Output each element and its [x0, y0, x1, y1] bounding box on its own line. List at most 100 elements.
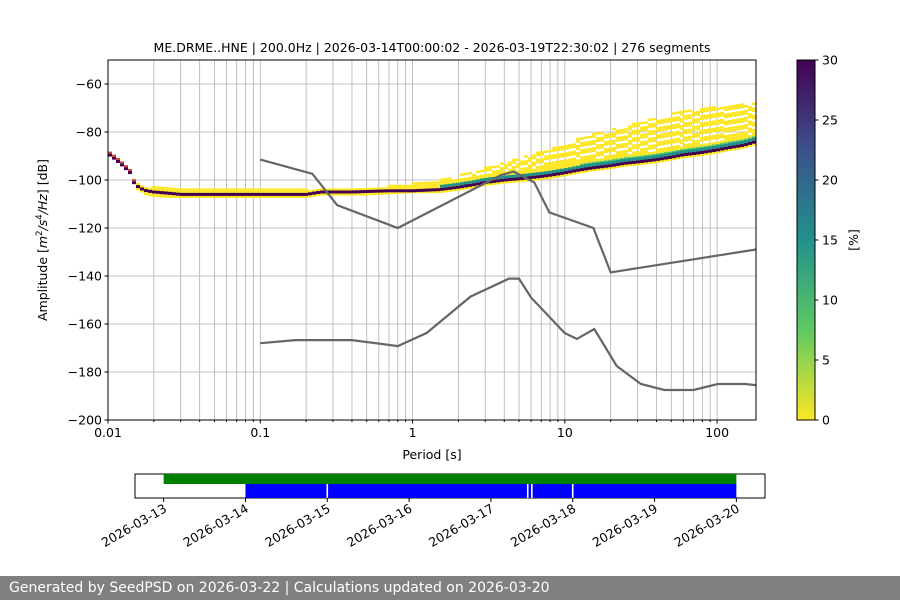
heatmap-cell: [716, 145, 720, 149]
heatmap-cell: [652, 146, 656, 150]
heatmap-cell: [708, 142, 712, 146]
heatmap-cell: [276, 192, 280, 196]
heatmap-cell: [672, 126, 676, 130]
heatmap-cell: [432, 183, 436, 187]
heatmap-cell: [704, 138, 708, 142]
heatmap-cell: [608, 161, 612, 165]
heatmap-cell: [604, 140, 608, 144]
heatmap-cell: [440, 184, 444, 188]
heatmap-cell: [460, 180, 464, 184]
heatmap-cell: [652, 161, 656, 164]
heatmap-cell: [452, 188, 456, 192]
heatmap-cell: [108, 151, 112, 154]
heatmap-cell: [728, 122, 732, 125]
heatmap-cell: [744, 116, 748, 120]
heatmap-cell: [132, 181, 136, 185]
heatmap-cell: [700, 147, 704, 151]
heatmap-cell: [648, 118, 652, 121]
heatmap-cell: [228, 195, 232, 198]
heatmap-cell: [724, 108, 728, 112]
heatmap-cell: [492, 175, 496, 178]
heatmap-cell: [156, 194, 160, 198]
heatmap-cell: [752, 140, 756, 144]
heatmap-cell: [524, 167, 528, 170]
heatmap-cell: [600, 151, 604, 154]
heatmap-cell: [684, 143, 688, 147]
heatmap-cell: [688, 116, 692, 120]
heatmap-cell: [216, 195, 220, 198]
heatmap-cell: [268, 190, 272, 194]
heatmap-cell: [696, 151, 700, 155]
heatmap-cell: [740, 137, 744, 140]
heatmap-cell: [128, 171, 132, 175]
heatmap-cell: [528, 164, 532, 167]
heatmap-cell: [636, 122, 640, 125]
heatmap-cell: [660, 147, 664, 151]
heatmap-cell: [528, 176, 532, 180]
heatmap-cell: [264, 188, 268, 191]
heatmap-cell: [376, 192, 380, 195]
heatmap-cell: [660, 159, 664, 163]
heatmap-cell: [580, 151, 584, 154]
heatmap-cell: [384, 189, 388, 193]
heatmap-cell: [268, 188, 272, 191]
heatmap-cell: [356, 188, 360, 191]
heatmap-cell: [468, 183, 472, 187]
heatmap-cell: [436, 188, 440, 192]
heatmap-cell: [572, 160, 576, 163]
heatmap-cell: [188, 195, 192, 198]
timeline-date-label: 2026-03-18: [508, 501, 578, 550]
heatmap-cell: [472, 178, 476, 182]
heatmap-cell: [640, 121, 644, 125]
heatmap-cell: [584, 143, 588, 147]
psd-figure: 0.01 0.1 1 10 100 −60−80−100−120−140−160−180…: [35, 40, 861, 550]
heatmap-cell: [156, 186, 160, 189]
heatmap-cell: [136, 187, 140, 191]
heatmap-cell: [736, 135, 740, 138]
heatmap-cell: [524, 172, 528, 175]
heatmap-cell: [644, 121, 648, 124]
heatmap-cell: [512, 173, 516, 176]
heatmap-cell: [580, 149, 584, 152]
heatmap-cell: [620, 159, 624, 163]
heatmap-cell: [668, 158, 672, 162]
heatmap-cell: [596, 158, 600, 162]
heatmap-cell: [692, 145, 696, 148]
heatmap-cell: [704, 145, 708, 149]
heatmap-cell: [664, 128, 668, 131]
heatmap-cell: [656, 153, 660, 156]
heatmap-cell: [724, 106, 728, 109]
heatmap-cell: [680, 139, 684, 142]
heatmap-cell: [636, 129, 640, 132]
heatmap-cell: [492, 165, 496, 169]
heatmap-cell: [168, 195, 172, 198]
heatmap-cell: [732, 142, 736, 146]
heatmap-cell: [288, 195, 292, 198]
heatmap-cell: [652, 132, 656, 135]
heatmap-cell: [204, 195, 208, 198]
heatmap-cell: [520, 167, 524, 171]
heatmap-cell: [616, 132, 620, 135]
heatmap-cell: [636, 157, 640, 161]
heatmap-cell: [532, 161, 536, 165]
heatmap-cell: [724, 139, 728, 143]
heatmap-cell: [468, 172, 472, 175]
heatmap-cell: [672, 155, 676, 159]
heatmap-cell: [568, 165, 572, 169]
heatmap-cell: [704, 121, 708, 125]
heatmap-cell: [444, 177, 448, 181]
heatmap-cell: [580, 161, 584, 164]
heatmap-cell: [220, 192, 224, 196]
heatmap-cell: [740, 103, 744, 106]
heatmap-cell: [556, 155, 560, 159]
heatmap-cell: [672, 131, 676, 134]
x-axis-label: Period [s]: [402, 447, 461, 462]
heatmap-cell: [748, 106, 752, 109]
heatmap-cell: [700, 115, 704, 118]
heatmap-cell: [340, 188, 344, 191]
heatmap-cell: [468, 176, 472, 180]
heatmap-cell: [400, 189, 404, 193]
heatmap-cell: [536, 153, 540, 157]
footer-status: Generated by SeedPSD on 2026-03-22 | Cal…: [0, 576, 900, 600]
colorbar-tick-label: 20: [822, 173, 838, 188]
